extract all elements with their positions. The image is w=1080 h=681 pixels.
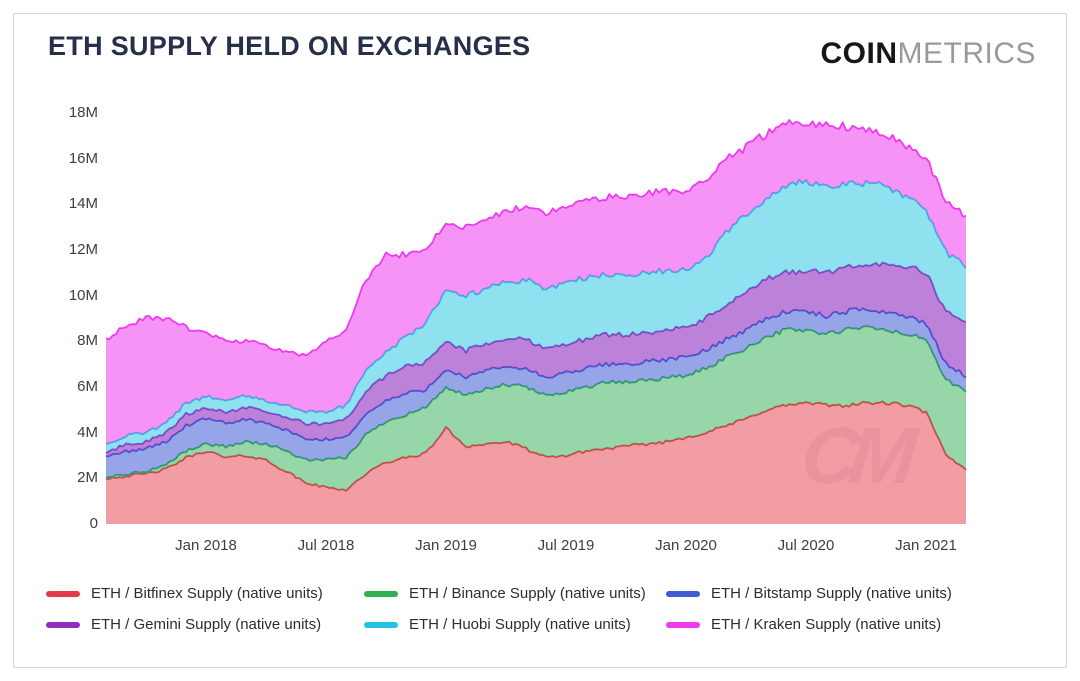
legend-swatch-icon	[364, 590, 398, 597]
area-band-binance	[106, 326, 966, 491]
coinmetrics-logo: COINMETRICS	[821, 37, 1037, 71]
legend-item: ETH / Binance Supply (native units)	[364, 585, 666, 602]
legend-label: ETH / Bitfinex Supply (native units)	[91, 585, 323, 602]
chart-legend: ETH / Bitfinex Supply (native units) ETH …	[46, 585, 1046, 633]
page-title: ETH SUPPLY HELD ON EXCHANGES	[48, 31, 531, 61]
stacked-area-chart	[105, 119, 967, 524]
legend-item: ETH / Bitstamp Supply (native units)	[666, 585, 1046, 602]
logo-metrics: METRICS	[897, 37, 1036, 70]
legend-swatch-icon	[46, 621, 80, 628]
area-band-kraken	[106, 120, 966, 445]
legend-item: ETH / Kraken Supply (native units)	[666, 616, 1046, 633]
legend-label: ETH / Gemini Supply (native units)	[91, 616, 322, 633]
legend-swatch-icon	[364, 621, 398, 628]
legend-label: ETH / Huobi Supply (native units)	[409, 616, 631, 633]
legend-label: ETH / Bitstamp Supply (native units)	[711, 585, 952, 602]
legend-label: ETH / Binance Supply (native units)	[409, 585, 646, 602]
area-band-gemini	[106, 262, 966, 457]
legend-swatch-icon	[666, 621, 700, 628]
area-band-bitfinex	[106, 401, 966, 524]
chart-card: ETH SUPPLY HELD ON EXCHANGES COINMETRICS…	[13, 13, 1067, 668]
area-line-kraken	[105, 119, 967, 357]
legend-item: ETH / Gemini Supply (native units)	[46, 616, 364, 633]
legend-item: ETH / Bitfinex Supply (native units)	[46, 585, 364, 602]
legend-swatch-icon	[666, 590, 700, 597]
legend-swatch-icon	[46, 590, 80, 597]
legend-label: ETH / Kraken Supply (native units)	[711, 616, 942, 633]
area-band-huobi	[106, 179, 966, 453]
legend-item: ETH / Huobi Supply (native units)	[364, 616, 666, 633]
logo-coin: COIN	[820, 37, 898, 70]
area-band-bitstamp	[106, 308, 966, 479]
